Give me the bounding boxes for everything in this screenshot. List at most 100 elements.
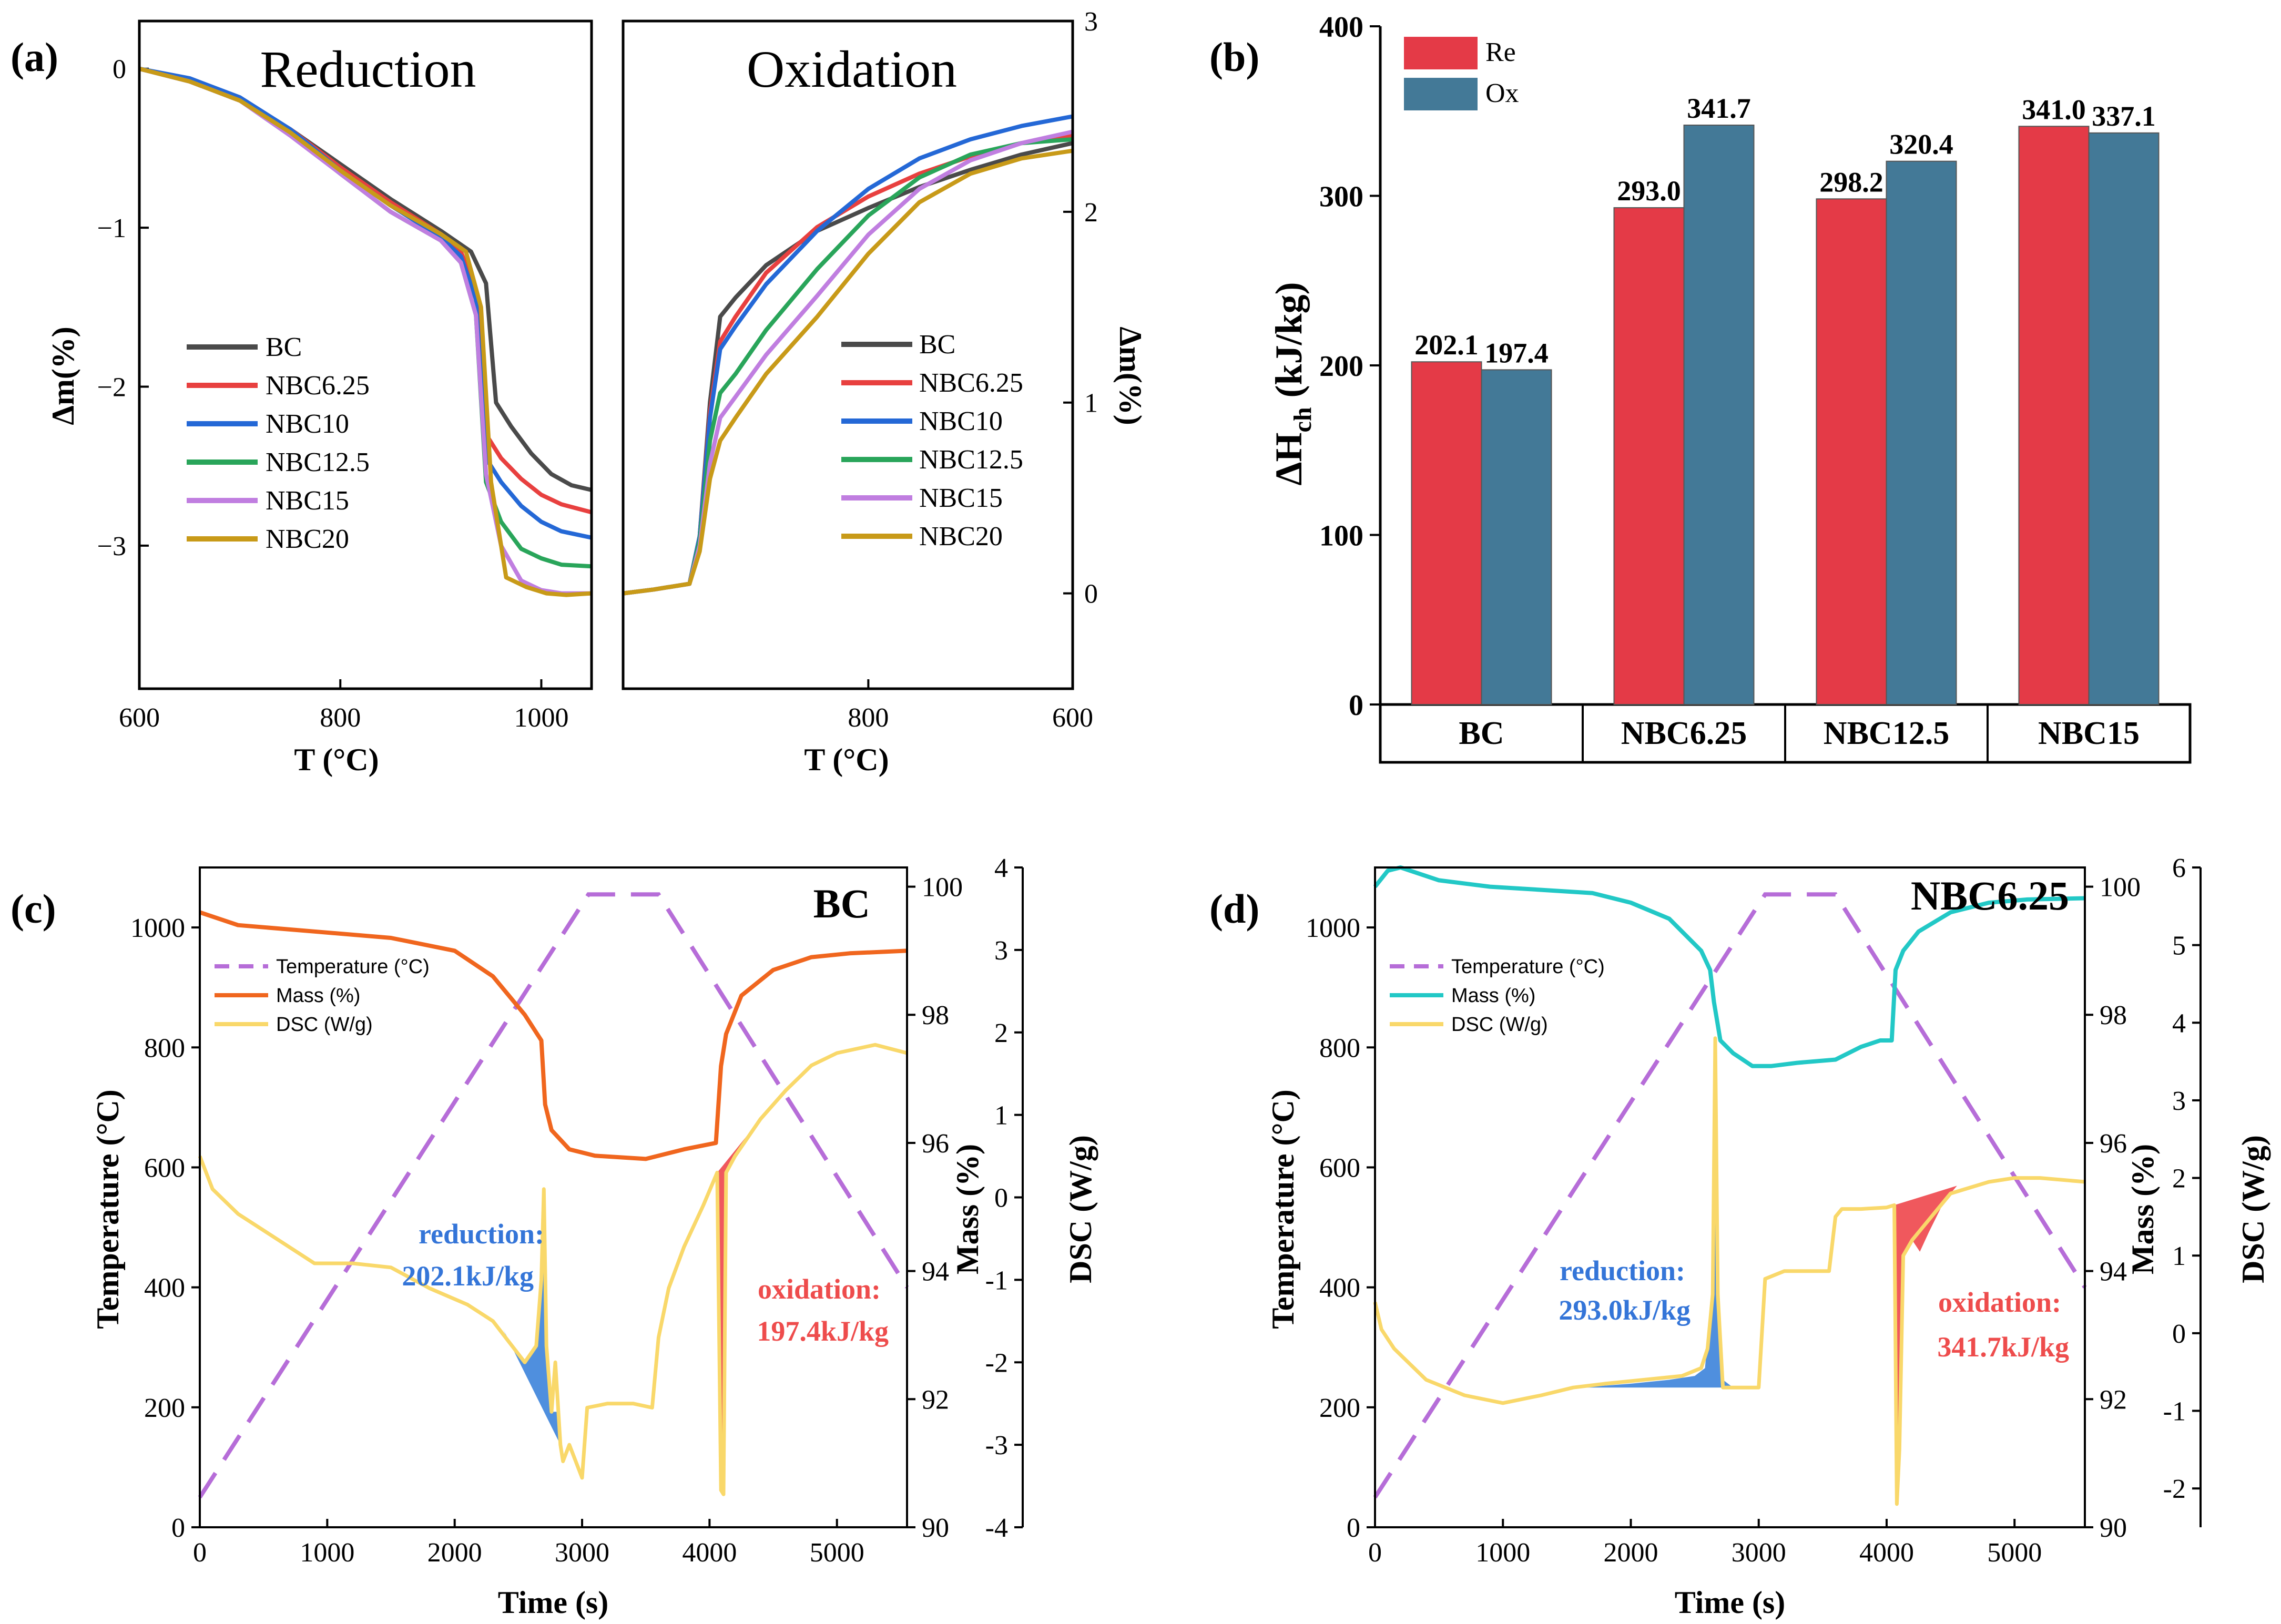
bar-category-label: NBC6.25 xyxy=(1621,716,1747,751)
reduction-x-tick-label: 800 xyxy=(320,703,361,733)
oxidation-legend-label: BC xyxy=(919,330,955,360)
enthalpy-y-label-unit: (kJ/kg) xyxy=(1268,282,1310,407)
bar-value-label: 298.2 xyxy=(1819,166,1883,198)
bc-temp-tick-label: 600 xyxy=(144,1153,185,1183)
nbc625-oxidation-fill xyxy=(1894,1186,1957,1504)
legend-label-ox: Ox xyxy=(1485,78,1519,108)
reduction-legend-label: NBC10 xyxy=(266,409,349,439)
nbc625-x-tick-label: 3000 xyxy=(1732,1538,1786,1568)
nbc625-mass-tick-label: 94 xyxy=(2100,1257,2127,1287)
bc-mass-tick-label: 92 xyxy=(922,1385,949,1415)
nbc625-x-tick-label: 2000 xyxy=(1603,1538,1658,1568)
bc-x-label: Time (s) xyxy=(498,1585,609,1620)
bc-dsc-tick-label: 0 xyxy=(994,1183,1008,1213)
bc-mass-line xyxy=(199,910,908,1161)
reduction-legend-label: NBC6.25 xyxy=(266,371,370,401)
oxidation-series-line xyxy=(623,129,1073,596)
oxidation-y-tick-label: 3 xyxy=(1084,7,1098,37)
reduction-legend-label: NBC20 xyxy=(266,524,349,554)
bc-x-tick-label: 4000 xyxy=(682,1538,737,1568)
reduction-x-tick-label: 600 xyxy=(119,703,160,733)
bar-value-label: 341.7 xyxy=(1687,93,1751,124)
oxidation-y-tick-label: 1 xyxy=(1084,389,1098,418)
bc-temperature-line xyxy=(198,892,909,1499)
nbc625-dsc-tick-label: 2 xyxy=(2172,1164,2186,1194)
bar-category-label: NBC12.5 xyxy=(1824,716,1949,751)
reduction-legend-label: NBC15 xyxy=(266,486,349,516)
nbc625-reduction-fill xyxy=(1580,1038,1734,1388)
bar-re xyxy=(2018,126,2090,705)
nbc625-dsc-tick-label: 4 xyxy=(2172,1008,2186,1038)
bar-value-label: 202.1 xyxy=(1414,329,1479,361)
bc-reduction-fill xyxy=(503,1189,561,1445)
bc-dsc-tick-label: -2 xyxy=(985,1348,1008,1378)
bc-mass-y-label: Mass (%) xyxy=(950,1144,985,1274)
nbc625-oxidation-label: oxidation: xyxy=(1938,1286,2061,1318)
bc-dsc-y-label: DSC (W/g) xyxy=(1063,1135,1098,1283)
bar-ox xyxy=(1683,125,1755,706)
bar-re xyxy=(1613,207,1685,705)
nbc625-mass-tick-label: 90 xyxy=(2100,1513,2127,1543)
reduction-series-line xyxy=(139,66,592,540)
bar-value-label: 197.4 xyxy=(1484,337,1549,369)
bc-temp-tick-label: 1000 xyxy=(130,913,185,943)
bc-temperature-y-label: Temperature (°C) xyxy=(90,1089,125,1329)
bar-re xyxy=(1816,198,1887,705)
nbc625-x-tick-label: 1000 xyxy=(1475,1538,1530,1568)
oxidation-y-tick-label: 0 xyxy=(1084,579,1098,609)
oxidation-series-line xyxy=(623,114,1073,596)
reduction-x-label: T (°C) xyxy=(294,742,379,777)
bar-ox xyxy=(1886,160,1957,706)
nbc625-reduction-label: reduction: xyxy=(1560,1255,1685,1286)
bc-dsc-tick-label: 1 xyxy=(994,1101,1008,1131)
nbc625-x-tick-label: 4000 xyxy=(1859,1538,1914,1568)
reduction-y-tick-label: −3 xyxy=(97,532,126,561)
bc-reduction-value: 202.1kJ/kg xyxy=(402,1260,534,1292)
enthalpy-bar-chart: 0 100 200 300 400 BC NBC6.25 NBC12.5 NBC15 202.1… xyxy=(1268,11,2192,764)
reduction-series-line xyxy=(139,66,592,596)
reduction-plot: Reduction T (°C) Δm(%) 600 800 1000 0 −1 −2 −3… xyxy=(46,19,593,777)
oxidation-plot-frame xyxy=(622,19,1074,690)
bar-value-label: 293.0 xyxy=(1617,175,1681,207)
reduction-x-tick-label: 1000 xyxy=(514,703,568,733)
bar-category-label: BC xyxy=(1459,716,1504,751)
nbc625-dsc-line xyxy=(1373,1036,2085,1506)
oxidation-plot: Oxidation T (°C) Δm(%) 800 600 0 1 2 3 BC NBC6… xyxy=(622,7,1148,777)
bar-ox xyxy=(2088,132,2160,705)
bc-tga-dsc-plot: 0 1000 2000 3000 4000 50000200400600800100090… xyxy=(90,853,1098,1620)
bc-temp-tick-label: 400 xyxy=(144,1273,185,1303)
bc-dsc-tick-label: -3 xyxy=(985,1431,1008,1460)
reduction-series-line xyxy=(139,66,592,597)
oxidation-x-tick-label: 600 xyxy=(1052,703,1093,733)
bar-re xyxy=(1411,361,1482,705)
bar-category-label: NBC15 xyxy=(2038,716,2140,751)
bc-x-tick-label: 0 xyxy=(193,1538,207,1568)
bc-legend-label: DSC (W/g) xyxy=(276,1014,373,1036)
bar-y-tick-label: 400 xyxy=(1319,11,1363,44)
nbc625-mass-y-label: Mass (%) xyxy=(2125,1144,2160,1274)
nbc625-temp-tick-label: 600 xyxy=(1319,1153,1360,1183)
nbc625-temp-tick-label: 800 xyxy=(1319,1033,1360,1063)
nbc625-reduction-value: 293.0kJ/kg xyxy=(1559,1294,1691,1326)
nbc625-x-tick-label: 5000 xyxy=(1987,1538,2042,1568)
reduction-legend-label: NBC12.5 xyxy=(266,447,370,477)
panel-label-c: (c) xyxy=(11,886,56,932)
nbc625-x-label: Time (s) xyxy=(1675,1585,1786,1620)
nbc625-dsc-tick-label: 1 xyxy=(2172,1241,2186,1271)
bc-mass-tick-label: 94 xyxy=(922,1257,949,1287)
enthalpy-y-label-sub: ch xyxy=(1289,407,1317,432)
bar-ox xyxy=(1481,369,1552,705)
bc-mass-tick-label: 100 xyxy=(922,873,963,903)
nbc625-legend-label: Temperature (°C) xyxy=(1451,956,1605,978)
enthalpy-y-label-main: ΔH xyxy=(1268,432,1310,485)
bar-value-label: 320.4 xyxy=(1889,129,1953,160)
reduction-legend-label: BC xyxy=(266,332,302,362)
oxidation-x-tick-label: 800 xyxy=(848,703,889,733)
oxidation-title: Oxidation xyxy=(747,40,957,98)
nbc625-legend-label: Mass (%) xyxy=(1451,985,1535,1007)
panel-label-b: (b) xyxy=(1209,34,1259,80)
bc-oxidation-value: 197.4kJ/kg xyxy=(757,1315,889,1347)
bc-dsc-tick-label: 4 xyxy=(994,853,1008,883)
bc-plot-frame xyxy=(199,866,908,1528)
reduction-y-tick-label: 0 xyxy=(113,55,126,85)
